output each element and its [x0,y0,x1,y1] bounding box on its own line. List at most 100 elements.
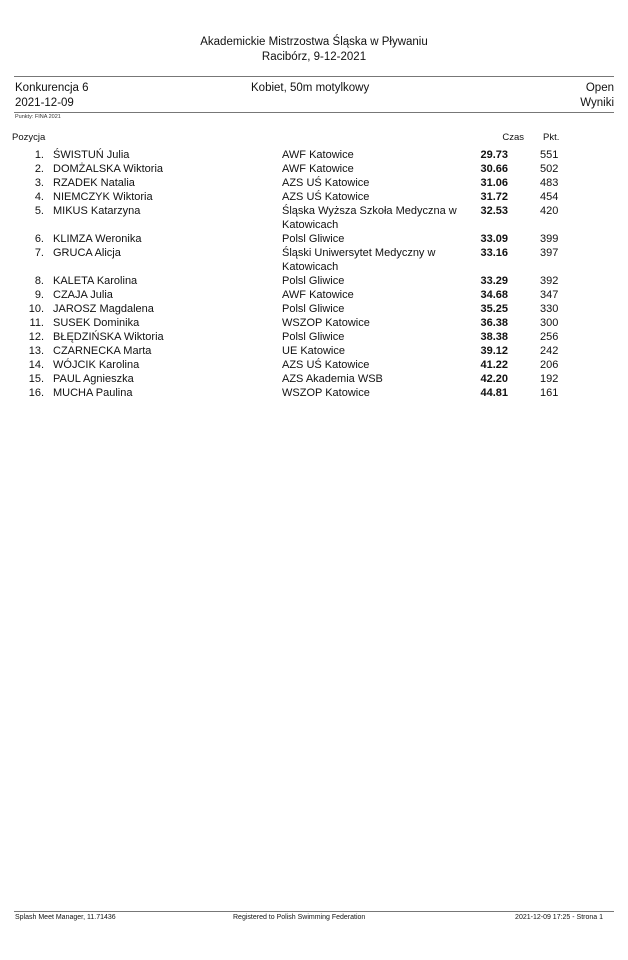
result-club: AWF Katowice [282,289,354,301]
result-club: Polsl Gliwice [282,233,345,245]
result-pos: 3. [34,177,44,189]
result-time: 39.12 [480,345,508,357]
meet-place-date: Racibórz, 9-12-2021 [261,51,367,63]
result-time: 32.53 [480,205,508,217]
result-pts: 300 [540,317,559,329]
result-pts: 330 [540,303,559,315]
result-club: UE Katowice [282,345,345,357]
result-name: MIKUS Katarzyna [53,205,141,217]
result-club: AZS UŚ Katowice [282,191,370,203]
table-row: AWF Katowice 2. DOMŻALSKA Wiktoria 30.66 502 [0,162,628,176]
result-time: 31.06 [480,177,508,189]
result-pts: 483 [540,177,559,189]
result-name: SUSEK Dominika [53,317,140,329]
result-time: 33.29 [480,275,508,287]
result-pts: 454 [540,191,559,203]
result-club: WSZOP Katowice [282,387,370,399]
result-time: 30.66 [480,163,508,175]
result-pos: 12. [28,331,44,343]
result-name: CZARNECKA Marta [53,345,152,357]
result-pos: 10. [28,303,44,315]
result-pts: 242 [540,345,559,357]
event-number: Konkurencja 6 [15,82,89,94]
result-pts: 399 [540,233,559,245]
result-pos: 4. [34,191,44,203]
result-name: ŚWISTUŃ Julia [53,149,130,161]
result-name: MUCHA Paulina [53,387,133,399]
result-pos: 6. [34,233,44,245]
table-row: Śląska Wyższa Szkoła Medyczna w Katowica… [0,204,628,232]
result-pos: 2. [34,163,44,175]
result-pos: 8. [34,275,44,287]
result-pos: 15. [28,373,44,385]
table-row: Polsl Gliwice 6. KLIMZA Weronika 33.09 399 [0,232,628,246]
result-time: 42.20 [480,373,508,385]
result-club: Śląski Uniwersytet Medyczny w Katowicach [282,247,436,273]
result-name: CZAJA Julia [53,289,113,301]
result-pts: 347 [540,289,559,301]
result-time: 44.81 [480,387,508,399]
footer-registration: Registered to Polish Swimming Federation [233,914,366,921]
result-club: AZS UŚ Katowice [282,359,370,371]
table-row: AZS UŚ Katowice 14. WÓJCIK Karolina 41.22 20… [0,358,628,372]
table-row: Polsl Gliwice 10. JAROSZ Magdalena 35.25 330 [0,302,628,316]
result-time: 31.72 [480,191,508,203]
result-pos: 13. [28,345,44,357]
result-time: 41.22 [480,359,508,371]
result-time: 38.38 [480,331,508,343]
result-name: BŁĘDZIŃSKA Wiktoria [53,331,164,343]
points-note: Punkty: FINA 2021 [15,114,61,120]
result-pts: 256 [540,331,559,343]
result-pos: 5. [34,205,44,217]
result-club: AWF Katowice [282,149,354,161]
result-pos: 16. [28,387,44,399]
results-table: AWF Katowice 1. ŚWISTUŃ Julia 29.73 551 AWF K… [0,148,628,400]
results-label: Wyniki [580,97,614,109]
result-name: DOMŻALSKA Wiktoria [53,163,164,175]
result-club: WSZOP Katowice [282,317,370,329]
event-name: Kobiet, 50m motylkowy [251,82,370,94]
result-club: Polsl Gliwice [282,303,345,315]
result-club: AZS Akademia WSB [282,373,383,385]
result-pts: 192 [540,373,559,385]
table-row: Polsl Gliwice 8. KALETA Karolina 33.29 392 [0,274,628,288]
result-pts: 502 [540,163,559,175]
result-pts: 161 [540,387,559,399]
result-pos: 1. [34,149,44,161]
table-row: WSZOP Katowice 16. MUCHA Paulina 44.81 161 [0,386,628,400]
result-club: Polsl Gliwice [282,275,345,287]
table-row: UE Katowice 13. CZARNECKA Marta 39.12 242 [0,344,628,358]
column-points: Pkt. [543,132,560,143]
result-name: JAROSZ Magdalena [53,303,154,315]
footer-software: Splash Meet Manager, 11.71436 [15,914,116,921]
result-pts: 392 [540,275,559,287]
result-name: PAUL Agnieszka [53,373,134,385]
table-row: AZS UŚ Katowice 3. RZADEK Natalia 31.06 483 [0,176,628,190]
result-time: 29.73 [480,149,508,161]
divider [14,76,614,77]
result-pos: 9. [34,289,44,301]
table-row: WSZOP Katowice 11. SUSEK Dominika 36.38 300 [0,316,628,330]
result-pos: 11. [29,317,44,329]
event-date: 2021-12-09 [15,97,74,109]
result-time: 33.16 [480,247,508,259]
table-row: AWF Katowice 9. CZAJA Julia 34.68 347 [0,288,628,302]
result-time: 34.68 [480,289,508,301]
result-time: 33.09 [480,233,508,245]
result-name: RZADEK Natalia [53,177,135,189]
result-club: Śląska Wyższa Szkoła Medyczna w Katowica… [282,205,457,231]
result-pos: 7. [34,247,44,259]
meet-title: Akademickie Mistrzostwa Śląska w Pływani… [200,36,428,48]
table-row: AZS Akademia WSB 15. PAUL Agnieszka 42.20 19… [0,372,628,386]
result-pts: 397 [540,247,559,259]
result-club: AZS UŚ Katowice [282,177,370,189]
table-row: Polsl Gliwice 12. BŁĘDZIŃSKA Wiktoria 38.38… [0,330,628,344]
footer-timestamp: 2021-12-09 17:25 - Strona 1 [515,914,603,921]
result-pts: 420 [540,205,559,217]
column-time: Czas [502,132,524,143]
divider [14,112,614,113]
result-club: Polsl Gliwice [282,331,345,343]
result-name: WÓJCIK Karolina [53,359,140,371]
result-club: AWF Katowice [282,163,354,175]
result-name: KALETA Karolina [53,275,138,287]
